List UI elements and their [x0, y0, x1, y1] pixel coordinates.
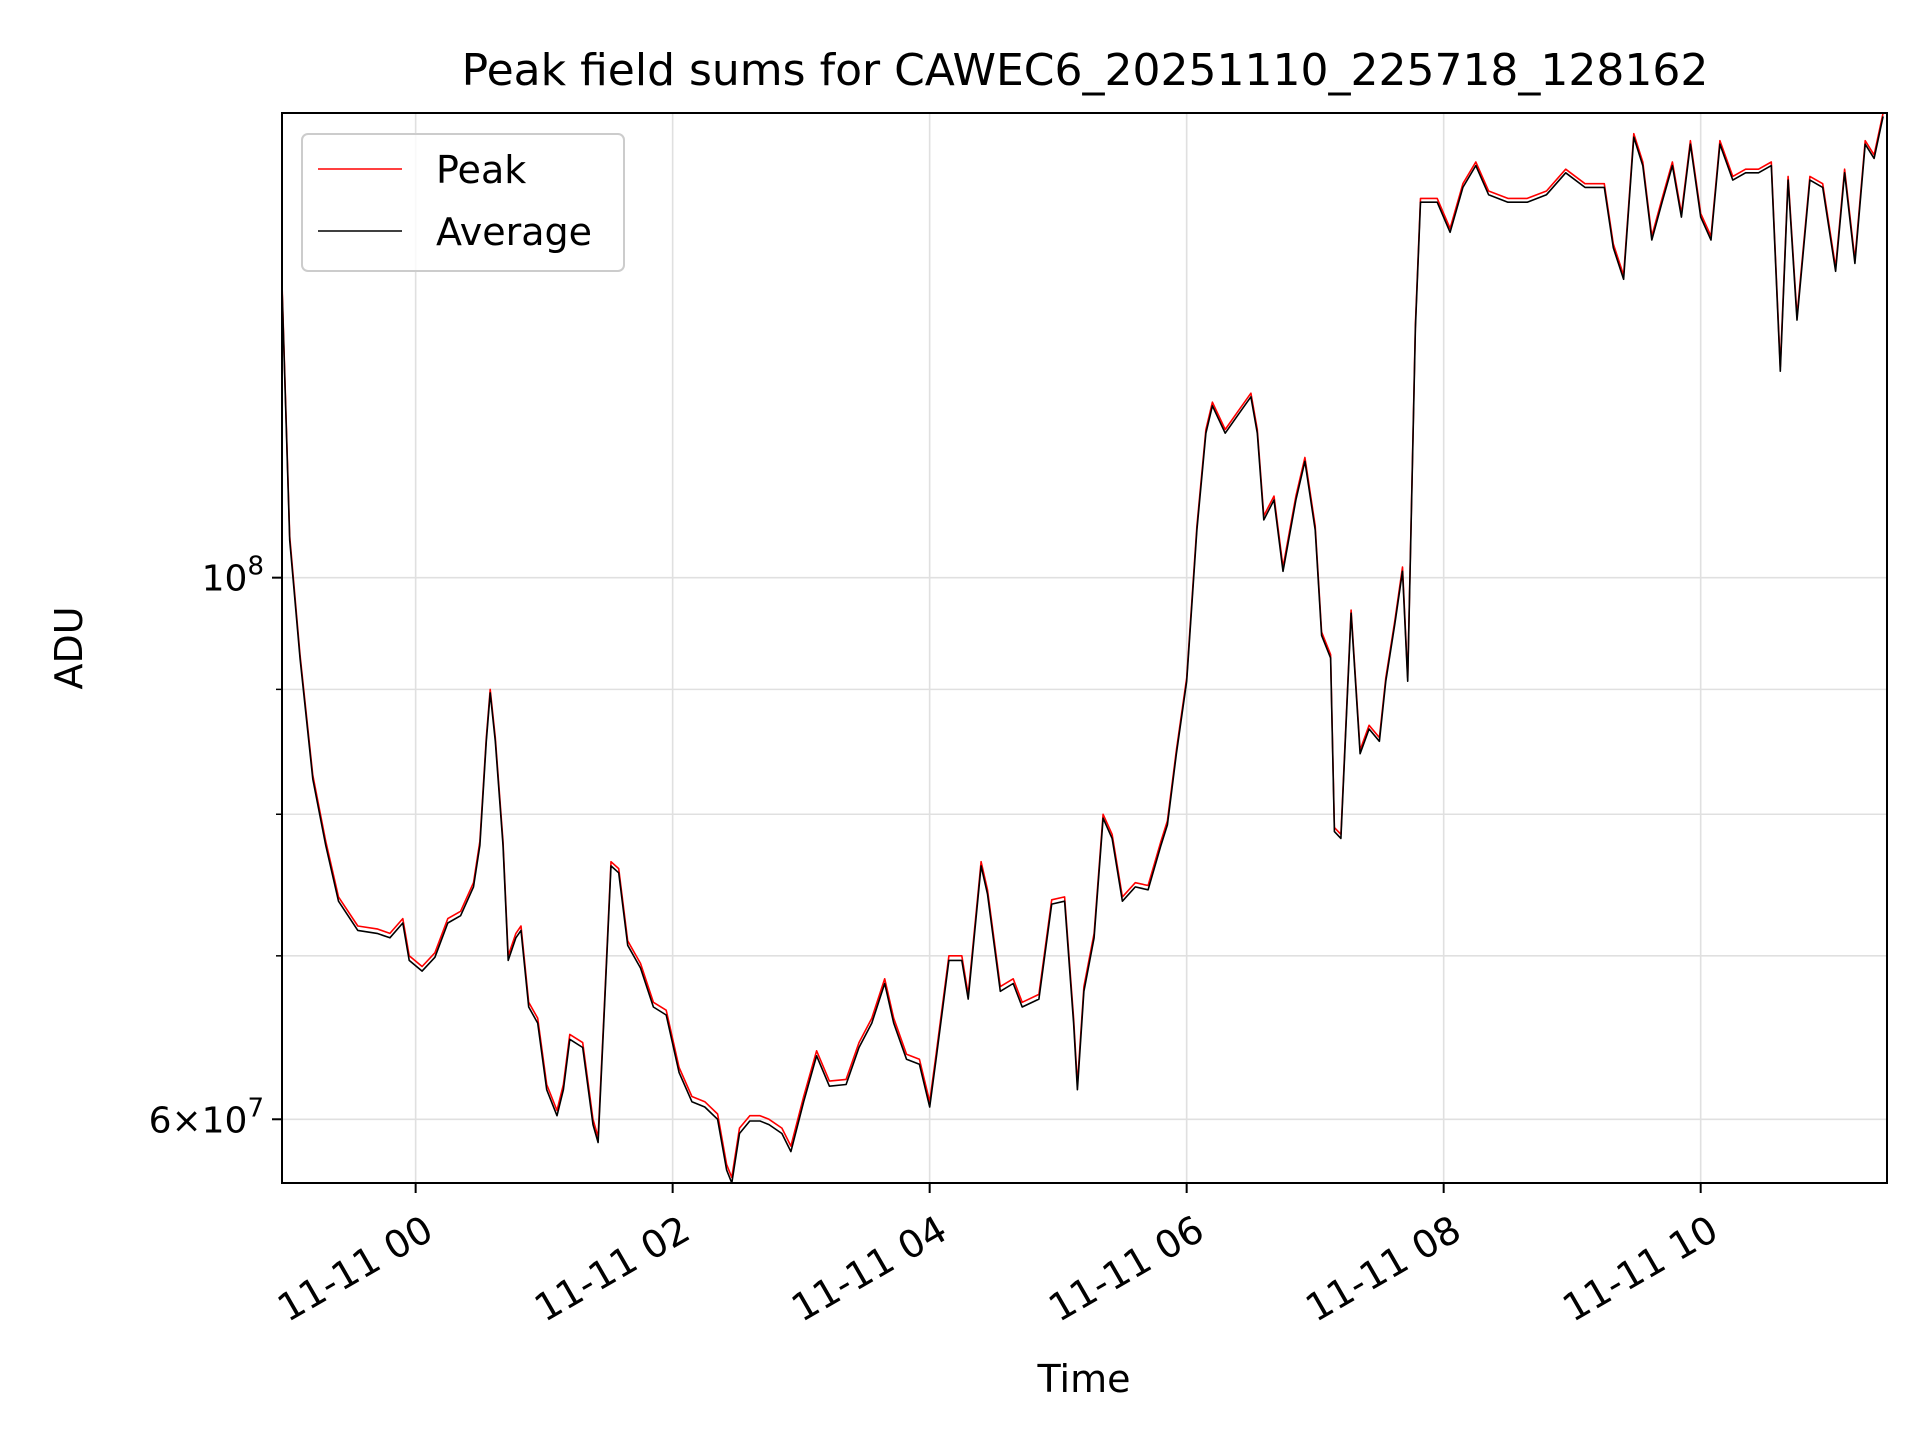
series-layer	[282, 113, 1884, 1183]
legend-label-peak: Peak	[436, 148, 526, 192]
y-tick-label: 6×107	[149, 1093, 264, 1141]
x-axis-label: Time	[1037, 1357, 1131, 1401]
series-line-average	[282, 116, 1884, 1183]
chart-title: Peak field sums for CAWEC6_20251110_2257…	[462, 45, 1709, 96]
y-axis-label: ADU	[47, 606, 91, 689]
plot-frame	[281, 112, 1888, 1184]
legend-label-average: Average	[436, 210, 592, 254]
y-tick-label: 108	[202, 552, 264, 600]
grid	[282, 113, 1887, 1183]
legend: Peak Average	[301, 133, 625, 272]
y-axis: 6×107 108	[149, 552, 282, 1141]
